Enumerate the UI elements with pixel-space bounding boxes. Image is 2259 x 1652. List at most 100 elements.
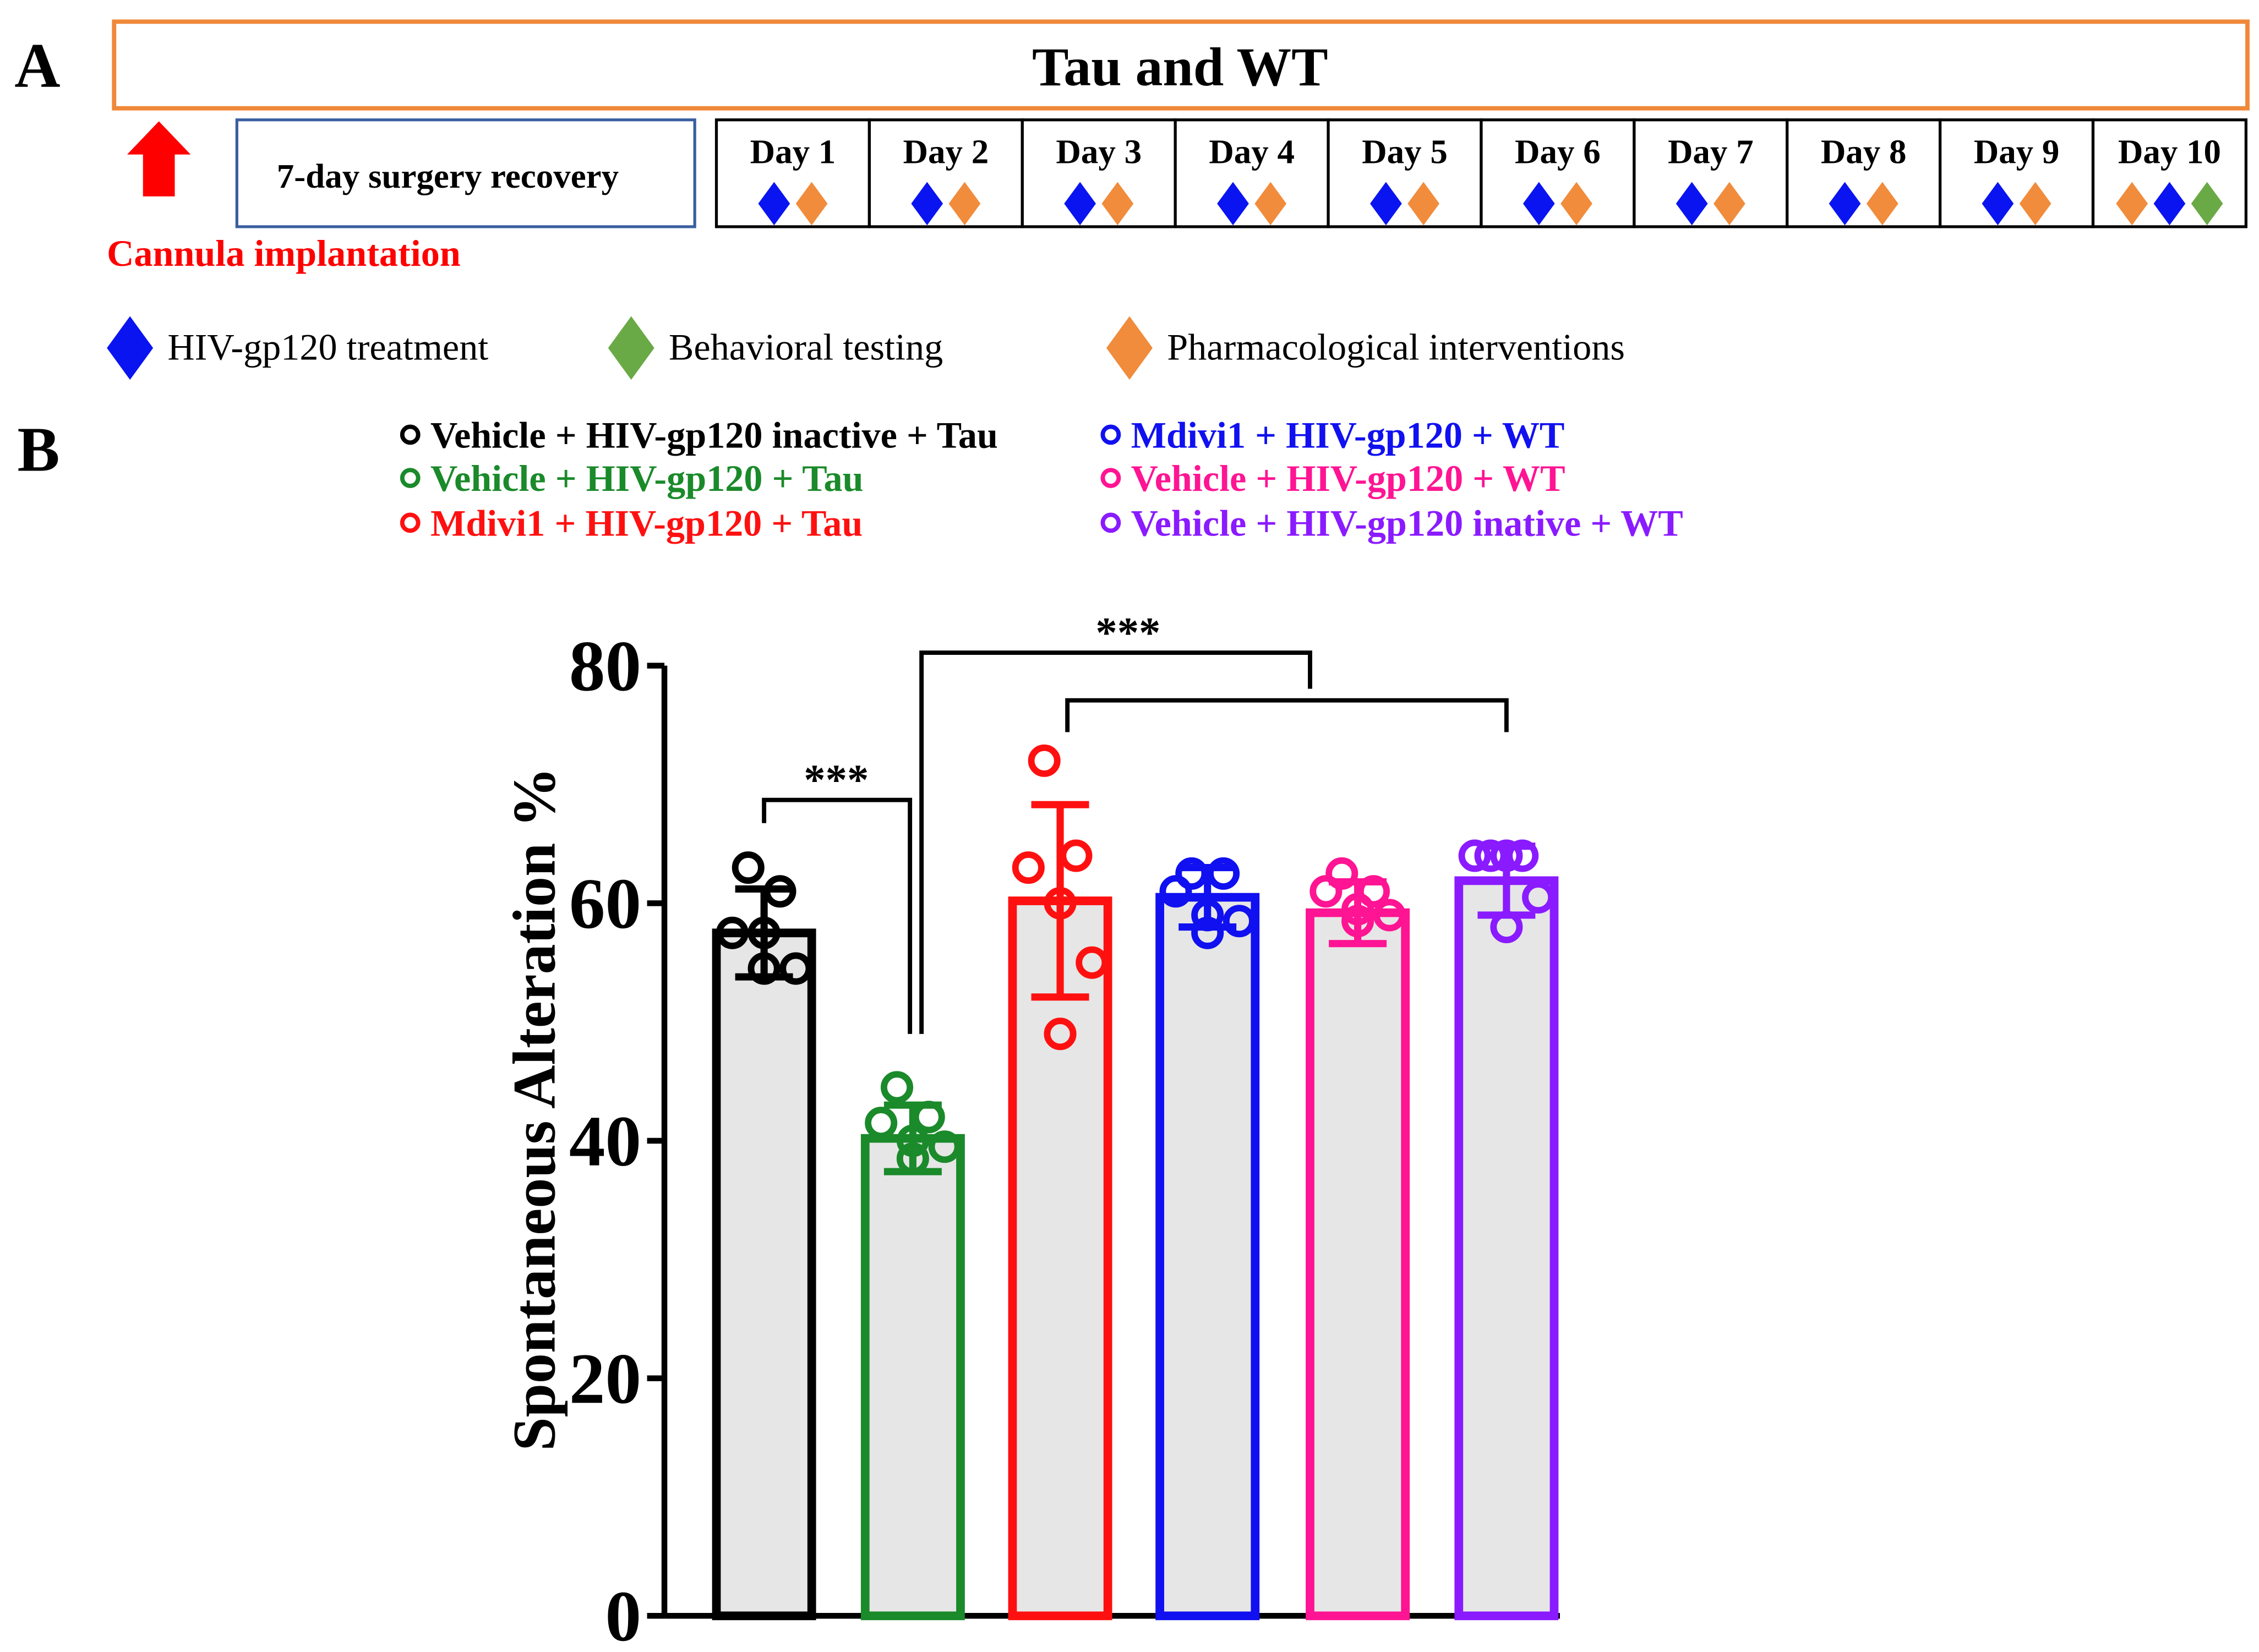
- pharm-marker-icon: [795, 182, 828, 226]
- data-point: [779, 952, 812, 985]
- legend-entry: Mdivi1 + HIV-gp120 + Tau: [430, 502, 863, 544]
- day-label: Day 7: [1668, 133, 1754, 171]
- legend-circle-icon: [400, 512, 421, 533]
- data-point: [1490, 910, 1523, 944]
- data-point: [896, 1124, 929, 1157]
- data-point: [865, 1107, 898, 1140]
- timeline-header-box: [112, 19, 2250, 111]
- recovery-box: [235, 118, 696, 228]
- data-point: [1506, 839, 1539, 872]
- significance-bracket: [919, 650, 1312, 1034]
- panel-b-label: B: [17, 414, 59, 484]
- panel-a-label: A: [14, 30, 60, 100]
- significance-bracket: [1065, 698, 1509, 732]
- data-point: [1341, 905, 1374, 938]
- timeline-header-title: Tau and WT: [1032, 36, 1328, 97]
- hiv-marker-icon: [1829, 182, 1861, 226]
- data-point: [1191, 916, 1224, 949]
- legend-label: Behavioral testing: [669, 326, 943, 368]
- data-point: [763, 875, 796, 908]
- significance-label: ***: [1095, 609, 1160, 657]
- day-label: Day 2: [903, 133, 989, 171]
- data-point: [747, 916, 781, 949]
- bar: [1008, 896, 1112, 1621]
- pharm-legend-icon: [1106, 316, 1153, 380]
- data-point: [1373, 899, 1406, 932]
- recovery-label: 7-day surgery recovery: [277, 157, 619, 195]
- hiv-marker-icon: [1523, 182, 1555, 226]
- day-cell: [1938, 118, 2095, 228]
- pharm-marker-icon: [1866, 182, 1898, 226]
- significance-bracket: [762, 797, 913, 1034]
- data-point: [912, 1101, 945, 1134]
- panel-a-legend: HIV-gp120 treatment Behavioral testing Pha…: [107, 316, 1625, 380]
- red-up-arrow-icon: [127, 121, 191, 196]
- bar: [1454, 876, 1559, 1621]
- legend-label: HIV-gp120 treatment: [167, 326, 488, 368]
- day-cell: [1786, 118, 1942, 228]
- legend-circle-icon: [1100, 468, 1121, 488]
- significance-label: ***: [804, 756, 869, 804]
- data-point: [1357, 875, 1390, 908]
- day-label: Day 6: [1515, 133, 1601, 171]
- data-point: [1341, 893, 1374, 926]
- bar: [1306, 908, 1410, 1621]
- data-point: [896, 1142, 929, 1175]
- bar-chart: Spontaneous Alteration % 0 20 40 60 80 *** ***: [501, 609, 1560, 1652]
- day-cell: [867, 118, 1024, 228]
- panel-b-legend: Vehicle + HIV-gp120 inactive + TauVehicl…: [400, 414, 1683, 544]
- data-point: [1490, 839, 1523, 872]
- pharm-marker-icon: [1407, 182, 1439, 226]
- data-point: [1028, 744, 1061, 777]
- legend-entry: Vehicle + HIV-gp120 inactive + Tau: [430, 414, 998, 456]
- data-point: [732, 851, 765, 884]
- day-cells: Day 1 Day 2 Day 3 Day 4 Day 5 Day 6 Day 7 Day 8…: [714, 118, 2248, 228]
- data-point: [1175, 857, 1208, 890]
- data-point: [1223, 905, 1256, 938]
- data-point: [1044, 887, 1077, 920]
- y-tick-label: 80: [569, 626, 641, 706]
- data-point: [1076, 946, 1109, 979]
- pharm-marker-icon: [1101, 182, 1134, 226]
- data-point: [1044, 1018, 1077, 1051]
- day-label: Day 8: [1821, 133, 1907, 171]
- hiv-legend-icon: [107, 316, 154, 380]
- y-tick-label: 60: [569, 864, 641, 944]
- legend-circle-icon: [1100, 512, 1121, 533]
- data-point: [1474, 839, 1507, 872]
- day-cell: [1174, 118, 1330, 228]
- y-tick-label: 0: [605, 1577, 641, 1652]
- data-point: [716, 916, 749, 949]
- y-axis-title: Spontaneous Alteration %: [501, 767, 568, 1451]
- legend-label: Pharmacological interventions: [1167, 326, 1625, 368]
- day-label: Day 3: [1056, 133, 1142, 171]
- y-tick-label: 20: [569, 1339, 641, 1419]
- hiv-marker-icon: [1217, 182, 1249, 226]
- data-point: [1159, 875, 1192, 908]
- data-point: [1309, 875, 1343, 908]
- legend-circle-icon: [1100, 424, 1121, 445]
- data-point: [1325, 857, 1358, 890]
- day-label: Day 10: [2118, 133, 2221, 171]
- bar: [860, 1134, 965, 1621]
- day-cell: [1021, 118, 1177, 228]
- behav-legend-icon: [608, 316, 654, 380]
- y-tick-label: 40: [569, 1102, 641, 1181]
- legend-entry: Vehicle + HIV-gp120 + Tau: [430, 457, 864, 499]
- legend-circle-icon: [400, 424, 421, 445]
- data-point: [1522, 881, 1555, 914]
- data-point: [1191, 899, 1224, 932]
- surgery-label: Cannula implantation: [107, 232, 461, 274]
- hiv-marker-icon: [1064, 182, 1096, 226]
- day-label: Day 5: [1362, 133, 1448, 171]
- pharm-marker-icon: [1560, 182, 1592, 226]
- data-point: [928, 1130, 961, 1163]
- day-cell: [714, 118, 871, 228]
- legend-entry: Vehicle + HIV-gp120 + WT: [1131, 457, 1565, 499]
- data-point: [747, 952, 781, 985]
- day-label: Day 4: [1209, 133, 1295, 171]
- hiv-marker-icon: [758, 182, 790, 226]
- legend-entry: Vehicle + HIV-gp120 inative + WT: [1131, 502, 1683, 544]
